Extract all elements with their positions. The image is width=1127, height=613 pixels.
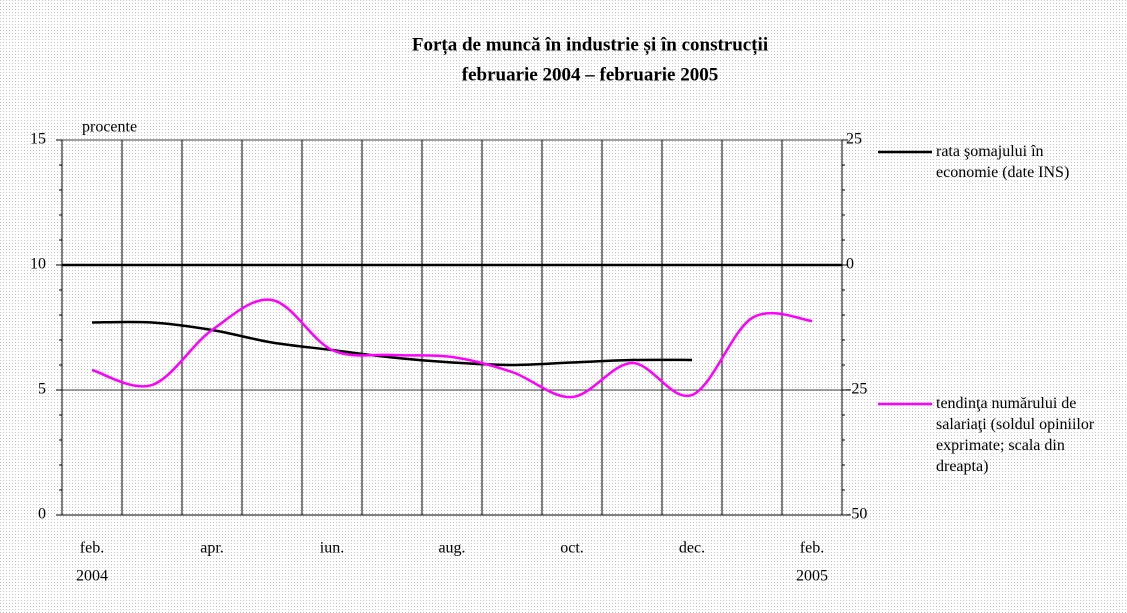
y-tick-label: 5	[38, 381, 46, 398]
y2-tick-label: -50	[846, 506, 867, 523]
series-line	[91, 320, 693, 367]
x-tick-label: iun.	[320, 540, 344, 557]
x-tick-sublabel: 2004	[76, 568, 108, 585]
y-axis-label: procente	[82, 119, 137, 136]
chart-title: Forța de muncă în industrie și în constr…	[412, 34, 768, 55]
y2-tick-label: 25	[846, 131, 862, 148]
legend-label: rata şomajului în economie (date INS)	[936, 143, 1070, 181]
series-line	[91, 298, 813, 399]
chart-subtitle: februarie 2004 – februarie 2005	[462, 64, 718, 85]
y-tick-label: 0	[38, 506, 46, 523]
y2-tick-label: -25	[846, 381, 867, 398]
x-tick-label: apr.	[200, 540, 224, 557]
x-tick-sublabel: 2005	[796, 568, 828, 585]
y-tick-label: 15	[30, 131, 46, 148]
x-tick-label: dec.	[679, 540, 705, 557]
x-tick-label: feb.	[800, 540, 824, 557]
x-tick-label: feb.	[80, 540, 104, 557]
y2-tick-label: 0	[846, 256, 854, 273]
legend-label: tendinţa numărului de salariaţi (soldul …	[936, 395, 1095, 475]
x-tick-label: aug.	[438, 540, 465, 557]
x-tick-label: oct.	[560, 540, 584, 557]
y-tick-label: 10	[30, 256, 46, 273]
